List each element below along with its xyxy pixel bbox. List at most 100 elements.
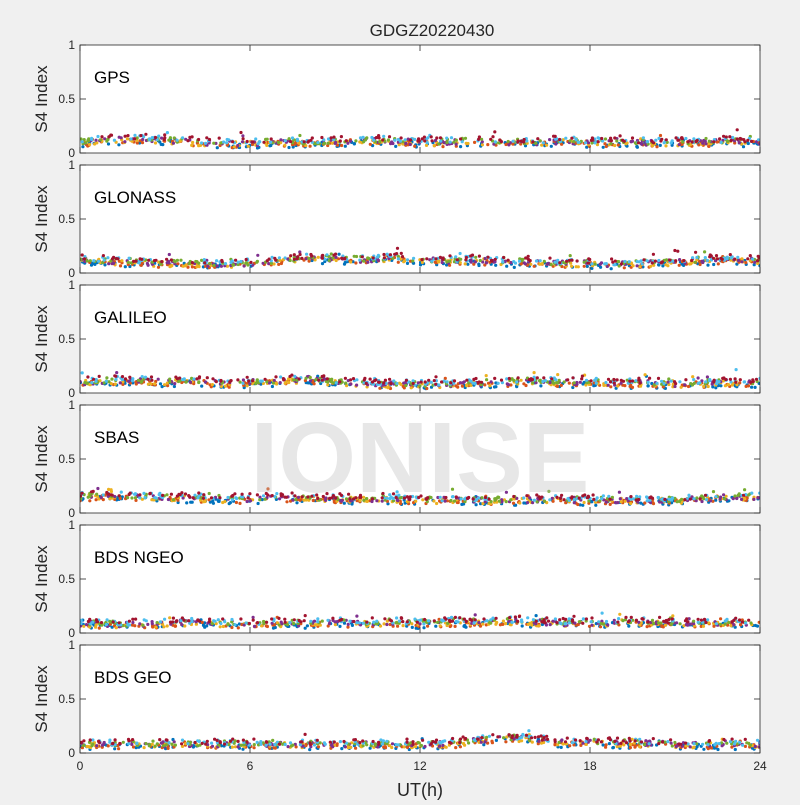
data-point: [737, 259, 740, 262]
data-point: [508, 616, 511, 619]
data-point: [170, 258, 173, 261]
data-point: [239, 617, 242, 620]
data-point: [568, 259, 571, 262]
data-point: [325, 253, 328, 256]
data-point: [173, 382, 176, 385]
data-point: [261, 380, 264, 383]
data-point: [176, 262, 179, 265]
data-point: [183, 624, 186, 627]
data-point: [450, 136, 453, 139]
data-point: [165, 258, 168, 261]
data-point: [133, 624, 136, 627]
data-point: [325, 380, 328, 383]
data-point: [733, 258, 736, 261]
data-point: [287, 146, 290, 149]
data-point: [449, 141, 452, 144]
data-point: [148, 744, 151, 747]
data-point: [347, 623, 350, 626]
data-point: [317, 745, 320, 748]
data-point: [406, 262, 409, 265]
data-point: [454, 625, 457, 628]
panel-label: GLONASS: [94, 188, 176, 207]
data-point: [422, 622, 425, 625]
data-point: [584, 141, 587, 144]
data-point: [587, 262, 590, 265]
data-point: [623, 266, 626, 269]
data-point: [739, 378, 742, 381]
data-point: [165, 493, 168, 496]
data-point: [573, 381, 576, 384]
data-point: [646, 259, 649, 262]
data-point: [462, 742, 465, 745]
data-point: [419, 619, 422, 622]
data-point: [197, 138, 200, 141]
data-point: [489, 622, 492, 625]
data-point: [519, 262, 522, 265]
data-point: [537, 740, 540, 743]
data-point: [256, 621, 259, 624]
data-point: [123, 140, 126, 143]
data-point: [378, 381, 381, 384]
panel-label: BDS NGEO: [94, 548, 184, 567]
data-point: [147, 378, 150, 381]
data-point: [502, 736, 505, 739]
data-point: [385, 740, 388, 743]
data-point: [680, 136, 683, 139]
data-point: [662, 620, 665, 623]
data-point: [308, 748, 311, 751]
data-point: [362, 744, 365, 747]
data-point: [441, 744, 444, 747]
data-point: [211, 383, 214, 386]
data-point: [338, 625, 341, 628]
data-point: [316, 141, 319, 144]
data-point: [750, 140, 753, 143]
data-point: [631, 379, 634, 382]
data-point: [647, 381, 650, 384]
data-point: [430, 135, 433, 138]
axes-background: [80, 285, 760, 393]
data-point: [178, 377, 181, 380]
data-point: [120, 491, 123, 494]
data-point: [617, 143, 620, 146]
data-point: [317, 256, 320, 259]
data-point: [328, 259, 331, 262]
data-point: [274, 626, 277, 629]
data-point: [200, 259, 203, 262]
data-point: [529, 259, 532, 262]
data-point: [381, 742, 384, 745]
data-point: [552, 381, 555, 384]
data-point: [246, 384, 249, 387]
data-point: [706, 259, 709, 262]
data-point: [168, 380, 171, 383]
data-point: [280, 262, 283, 265]
data-point: [478, 255, 481, 258]
data-point: [402, 382, 405, 385]
data-point: [535, 259, 538, 262]
panel-label: SBAS: [94, 428, 139, 447]
data-point: [284, 382, 287, 385]
data-point: [289, 259, 292, 262]
data-point: [197, 491, 200, 494]
data-point: [655, 145, 658, 148]
data-point: [137, 379, 140, 382]
data-point: [449, 381, 452, 384]
data-point: [275, 382, 278, 385]
data-point: [555, 621, 558, 624]
data-point: [687, 385, 690, 388]
data-point: [685, 617, 688, 620]
data-point: [382, 253, 385, 256]
data-point: [413, 138, 416, 141]
data-point: [706, 618, 709, 621]
data-point: [304, 627, 307, 630]
data-point: [354, 139, 357, 142]
data-point: [652, 502, 655, 505]
data-point: [351, 624, 354, 627]
data-point: [293, 258, 296, 261]
data-point: [400, 252, 403, 255]
data-point: [355, 255, 358, 258]
data-point: [554, 135, 557, 138]
data-point: [643, 501, 646, 504]
data-point: [618, 613, 621, 616]
data-point: [434, 257, 437, 260]
